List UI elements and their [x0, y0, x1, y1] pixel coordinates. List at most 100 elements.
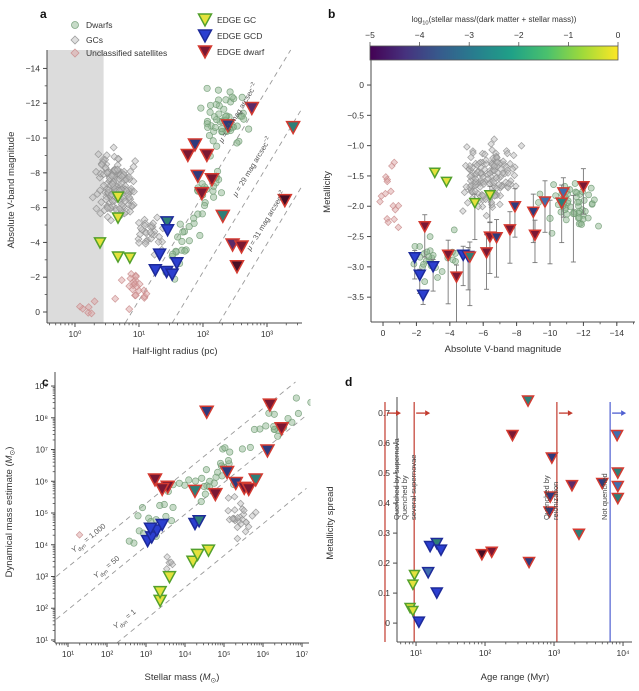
svg-text:0: 0 [385, 618, 390, 628]
svg-text:0.5: 0.5 [378, 468, 390, 478]
quench-arrow [386, 410, 401, 416]
panel-c-chart: 10¹ 10² 10³ 10⁴ 10⁵ 10⁶ 10⁷ 10¹ 10² 10³ 10⁴ 10⁵ 10⁶ 1… [4, 372, 311, 685]
svg-text:−2: −2 [412, 328, 422, 338]
legend: Dwarfs GCs Unclassified satellites EDGE GC E… [70, 13, 265, 60]
svg-text:−1.0: −1.0 [347, 141, 364, 151]
svg-text:10¹: 10¹ [62, 649, 74, 659]
panel-a-halflight-vs-magnitude: 10⁰ 10¹ 10² 10³ −14 −12 −10 −8 −6 −4 −2 0 μ = 27 mag… [0, 0, 319, 370]
svg-text:−8: −8 [512, 328, 522, 338]
svg-text:−2: −2 [30, 272, 40, 282]
svg-text:−2.5: −2.5 [347, 232, 364, 242]
panel-c-dynamical-vs-stellar-mass: 10¹ 10² 10³ 10⁴ 10⁵ 10⁶ 10⁷ 10¹ 10² 10³ 10⁴ 10⁵ 10⁶ 1… [0, 370, 319, 691]
edge-gcd [412, 537, 448, 629]
svg-text:Absolute V-band magnitude: Absolute V-band magnitude [445, 344, 562, 355]
svg-text:10⁴: 10⁴ [178, 649, 191, 659]
svg-text:−2: −2 [514, 30, 524, 40]
quench-arrow [558, 410, 573, 416]
svg-text:−14: −14 [26, 63, 41, 73]
svg-text:−4: −4 [445, 328, 455, 338]
svg-text:0.2: 0.2 [378, 558, 390, 568]
svg-text:Age range (Myr): Age range (Myr) [481, 672, 550, 683]
svg-text:−4: −4 [415, 30, 425, 40]
background-points [376, 135, 602, 285]
svg-text:ϒdyn = 1: ϒdyn = 1 [111, 607, 139, 633]
guide-lines [55, 381, 307, 643]
background-points [76, 84, 253, 318]
quench-arrow [612, 410, 627, 416]
svg-text:Quenched by supernova: Quenched by supernova [392, 437, 401, 520]
svg-text:10²: 10² [479, 648, 491, 658]
svg-text:−3.0: −3.0 [347, 262, 364, 272]
svg-text:0.3: 0.3 [378, 528, 390, 538]
svg-text:several supernovae: several supernovae [409, 455, 418, 520]
background-points [75, 394, 311, 573]
svg-text:a: a [40, 7, 47, 21]
svg-text:10¹: 10¹ [133, 329, 145, 339]
svg-text:−5: −5 [365, 30, 375, 40]
svg-text:10³: 10³ [548, 648, 560, 658]
svg-text:−12: −12 [576, 328, 591, 338]
panel-b-metallicity-vs-magnitude: 0 −2 −4 −6 −8 −10 −12 −14 0 −0.5 −1.0 −1.5 −2.0 −2.5−… [319, 0, 639, 370]
svg-text:0.6: 0.6 [378, 438, 390, 448]
svg-text:−10: −10 [26, 133, 41, 143]
svg-text:ϒdyn = 1,000: ϒdyn = 1,000 [70, 522, 109, 557]
edge-gc [403, 569, 421, 618]
svg-text:GCs: GCs [86, 35, 103, 45]
svg-text:0: 0 [381, 328, 386, 338]
svg-text:10⁶: 10⁶ [35, 476, 48, 486]
svg-text:10²: 10² [36, 603, 48, 613]
axes: 10⁰ 10¹ 10² 10³ −14 −12 −10 −8 −6 −4 −2 0 [26, 50, 302, 339]
svg-text:10³: 10³ [140, 649, 152, 659]
quench-arrow [416, 410, 431, 416]
edge-dwarf [147, 398, 290, 503]
axes: 10¹ 10² 10³ 10⁴ 10⁵ 10⁶ 10⁷ 10¹ 10² 10³ 10⁴ 10⁵ 10⁶ 1… [35, 372, 309, 659]
svg-text:10⁷: 10⁷ [296, 649, 309, 659]
svg-text:b: b [328, 7, 335, 21]
svg-text:−4: −4 [30, 237, 40, 247]
svg-text:−1.5: −1.5 [347, 171, 364, 181]
svg-text:10⁵: 10⁵ [35, 508, 48, 518]
panel-a-chart: 10⁰ 10¹ 10² 10³−14−12−10−8−6−4−20μ = 27 mag… [6, 7, 303, 357]
svg-text:Quenched by: Quenched by [542, 475, 551, 520]
svg-text:10²: 10² [197, 329, 209, 339]
axes: 0 −2 −4 −6 −8 −10 −12 −14 0 −0.5 −1.0 −1.5 −2.0 −2.5 −… [347, 54, 635, 338]
svg-text:c: c [42, 375, 49, 389]
svg-text:0: 0 [359, 80, 364, 90]
edge-gc [428, 167, 497, 210]
svg-text:10⁰: 10⁰ [69, 329, 82, 339]
edge-gc [152, 544, 216, 609]
svg-text:10⁴: 10⁴ [616, 648, 629, 658]
svg-text:Quenched by: Quenched by [400, 475, 409, 520]
data-points [407, 167, 591, 322]
axes: 10¹ 10² 10³ 10⁴ 0 0.1 0.2 0.3 0.4 0.5 0.6 0.7 [378, 397, 632, 658]
svg-text:−2.0: −2.0 [347, 201, 364, 211]
svg-text:10¹: 10¹ [410, 648, 422, 658]
svg-text:10³: 10³ [261, 329, 273, 339]
dwarf-with-err [546, 209, 577, 222]
svg-text:10²: 10² [101, 649, 113, 659]
svg-text:−3.5: −3.5 [347, 292, 364, 302]
edge-gc [93, 191, 137, 265]
edge-dwarf [180, 101, 301, 275]
svg-text:10⁵: 10⁵ [218, 649, 231, 659]
svg-text:−6: −6 [478, 328, 488, 338]
panel-d-metallicity-spread-vs-age: 10¹ 10² 10³ 10⁴ 0 0.1 0.2 0.3 0.4 0.5 0.6 0.7 Quench… [319, 370, 639, 691]
svg-text:EDGE dwarf: EDGE dwarf [217, 47, 265, 57]
edge-gcd [148, 216, 185, 282]
svg-text:Dynamical mass estimate (M⊙): Dynamical mass estimate (M⊙) [4, 447, 17, 578]
panel-b-chart: 0 −2 −4 −6 −8 −10 −12 −140−0.5−1.0−1.5−2.0−2.5−… [322, 7, 635, 355]
svg-text:reionization: reionization [551, 482, 560, 520]
guide-lines [124, 49, 303, 323]
svg-text:0: 0 [616, 30, 621, 40]
svg-text:d: d [345, 375, 352, 389]
svg-text:10⁸: 10⁸ [35, 413, 48, 423]
svg-text:−1: −1 [564, 30, 574, 40]
svg-text:Metallicity: Metallicity [322, 171, 333, 213]
svg-text:0.1: 0.1 [378, 588, 390, 598]
svg-text:10¹: 10¹ [36, 635, 48, 645]
svg-text:10⁴: 10⁴ [35, 540, 48, 550]
svg-text:Absolute V-band magnitude: Absolute V-band magnitude [6, 132, 17, 249]
svg-text:log10(stellar mass/(dark matte: log10(stellar mass/(dark matter + stella… [412, 15, 577, 27]
svg-text:Not quenched: Not quenched [600, 473, 609, 520]
